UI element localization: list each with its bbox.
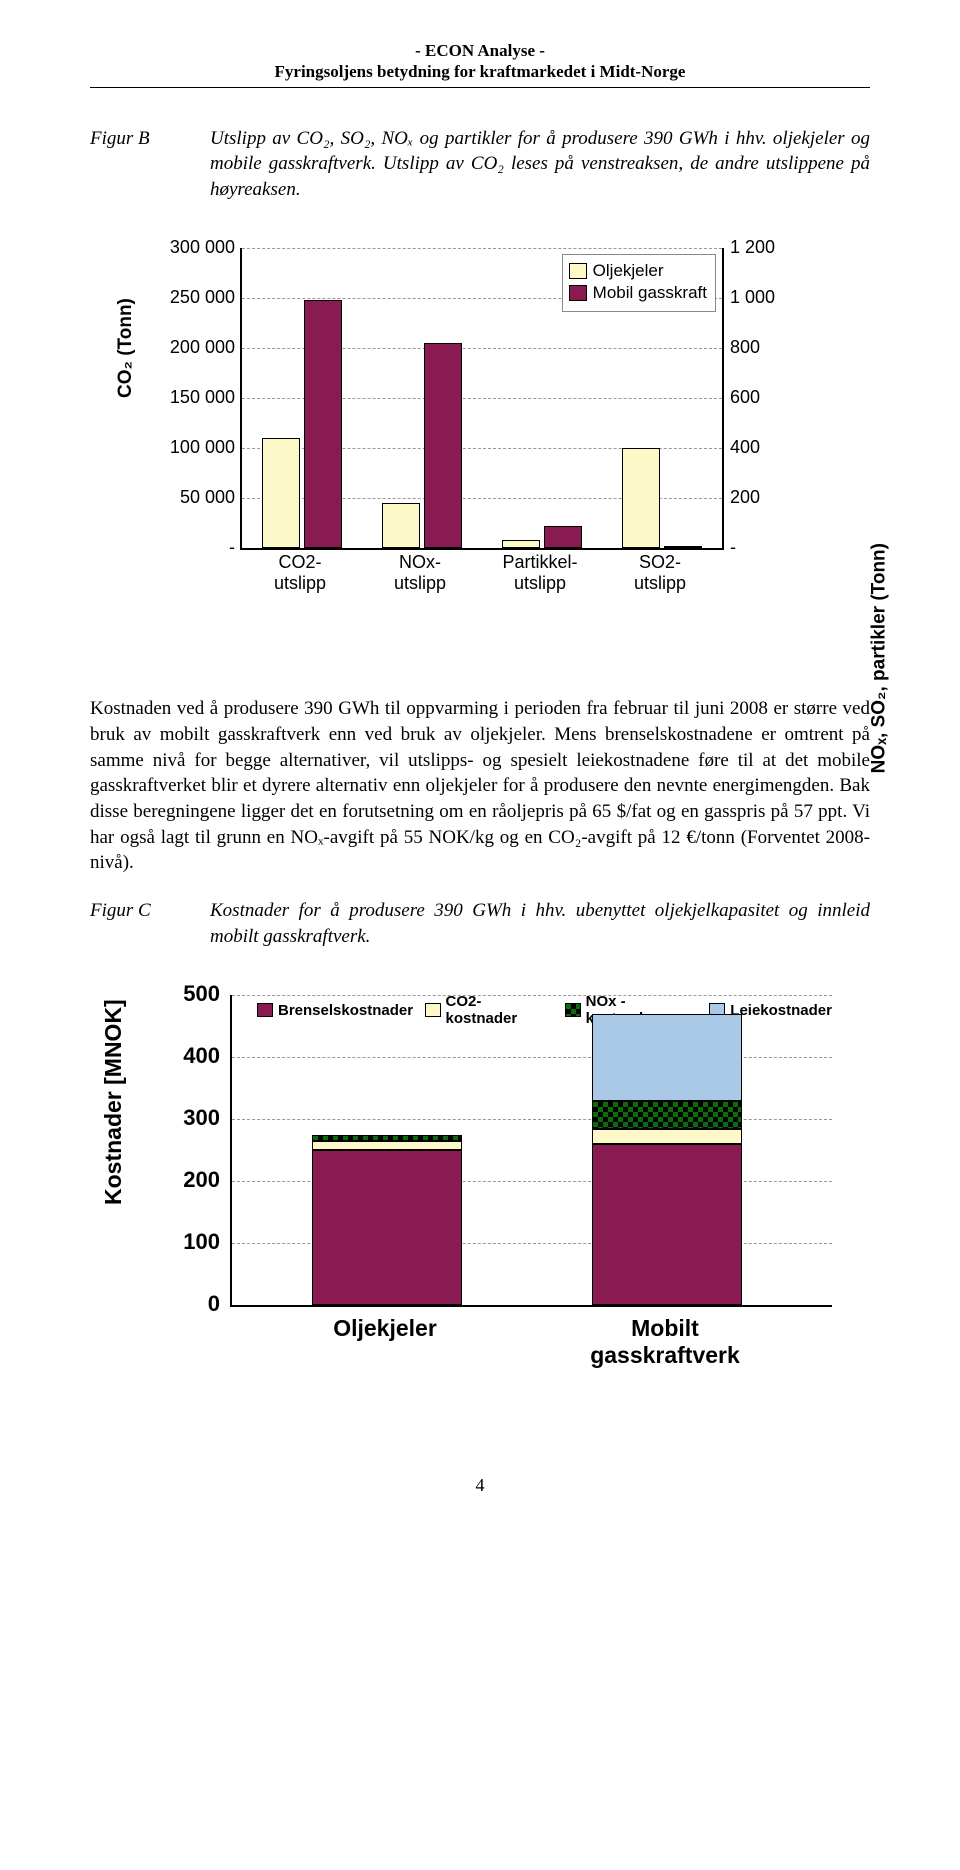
- y-left-tick: -: [150, 537, 235, 558]
- x-tick: Partikkel-utslipp: [480, 552, 600, 593]
- bar-gass: [424, 343, 462, 548]
- chart-c-plot-area: BrenselskostnaderCO2- kostnaderNOx - kos…: [230, 995, 832, 1307]
- header-line2: Fyringsoljens betydning for kraftmarkede…: [90, 61, 870, 82]
- figure-b-caption: Utslipp av CO₂, SO₂, NOₓ og partikler fo…: [210, 126, 870, 203]
- body-paragraph-1: Kostnaden ved å produsere 390 GWh til op…: [90, 696, 870, 875]
- y-right-tick: 400: [730, 437, 810, 458]
- y-axis-title-c: Kostnader [MNOK]: [100, 999, 127, 1205]
- yc-tick: 0: [155, 1291, 220, 1317]
- bar-segment: [592, 1144, 742, 1305]
- gridline: [232, 1057, 832, 1058]
- y-right-tick: -: [730, 537, 810, 558]
- legend-label: Leiekostnader: [730, 1002, 832, 1019]
- chart-b-plot-area: OljekjelerMobil gasskraft: [240, 248, 724, 550]
- bar-segment: [312, 1135, 462, 1141]
- legend-label: Mobil gasskraft: [593, 283, 707, 303]
- y-right-tick: 600: [730, 387, 810, 408]
- legend-label: CO2- kostnader: [446, 993, 554, 1027]
- bar-segment: [592, 1129, 742, 1145]
- yc-tick: 100: [155, 1229, 220, 1255]
- y-right-tick: 200: [730, 487, 810, 508]
- chart-b-legend: OljekjelerMobil gasskraft: [562, 254, 716, 312]
- yc-tick: 300: [155, 1105, 220, 1131]
- bar-olje: [502, 540, 540, 549]
- legend-item: CO2- kostnader: [425, 993, 553, 1027]
- legend-label: Brenselskostnader: [278, 1002, 413, 1019]
- bar-segment: [312, 1141, 462, 1150]
- y-right-tick: 1 000: [730, 287, 810, 308]
- y-left-axis-title: CO₂ (Tonn): [115, 299, 137, 399]
- bar-olje: [262, 438, 300, 548]
- bar-olje: [382, 503, 420, 548]
- legend-label: Oljekjeler: [593, 261, 664, 281]
- bar-olje: [622, 448, 660, 548]
- y-left-tick: 200 000: [150, 337, 235, 358]
- y-left-tick: 250 000: [150, 287, 235, 308]
- xc-tick: Mobiltgasskraftverk: [550, 1315, 780, 1368]
- header-line1: - ECON Analyse -: [90, 40, 870, 61]
- x-tick: NOx-utslipp: [360, 552, 480, 593]
- bar-gass: [304, 300, 342, 548]
- bar-segment: [592, 1101, 742, 1129]
- chart-c-legend: BrenselskostnaderCO2- kostnaderNOx - kos…: [257, 993, 832, 1027]
- figure-c-caption: Kostnader for å produsere 390 GWh i hhv.…: [210, 898, 870, 949]
- figure-c-label: Figur C: [90, 898, 210, 949]
- y-right-axis-title: NOₓ, SO₂, partikler (Tonn): [868, 543, 890, 773]
- y-right-tick: 1 200: [730, 237, 810, 258]
- y-right-tick: 800: [730, 337, 810, 358]
- bar-gass: [664, 546, 702, 548]
- document-header: - ECON Analyse - Fyringsoljens betydning…: [90, 40, 870, 88]
- y-left-tick: 300 000: [150, 237, 235, 258]
- figure-b-caption-row: Figur B Utslipp av CO₂, SO₂, NOₓ og part…: [90, 126, 870, 203]
- gridline: [232, 1119, 832, 1120]
- y-left-tick: 150 000: [150, 387, 235, 408]
- yc-tick: 500: [155, 981, 220, 1007]
- gridline: [242, 248, 722, 249]
- yc-tick: 400: [155, 1043, 220, 1069]
- bar-gass: [544, 526, 582, 549]
- xc-tick: Oljekjeler: [270, 1315, 500, 1341]
- bar-segment: [592, 1014, 742, 1101]
- figure-b-label: Figur B: [90, 126, 210, 203]
- y-left-tick: 100 000: [150, 437, 235, 458]
- figure-c-caption-row: Figur C Kostnader for å produsere 390 GW…: [90, 898, 870, 949]
- legend-item: Mobil gasskraft: [569, 283, 707, 303]
- y-left-tick: 50 000: [150, 487, 235, 508]
- page-number: 4: [90, 1475, 870, 1496]
- x-tick: SO2-utslipp: [600, 552, 720, 593]
- figure-b-chart: CO₂ (Tonn) NOₓ, SO₂, partikler (Tonn) 30…: [120, 228, 840, 668]
- bar-segment: [312, 1150, 462, 1305]
- legend-item: Brenselskostnader: [257, 1002, 413, 1019]
- x-tick: CO2-utslipp: [240, 552, 360, 593]
- yc-tick: 200: [155, 1167, 220, 1193]
- legend-item: Oljekjeler: [569, 261, 707, 281]
- figure-c-chart: Kostnader [MNOK] 500 400 300 200 100 0 Brense…: [100, 975, 860, 1405]
